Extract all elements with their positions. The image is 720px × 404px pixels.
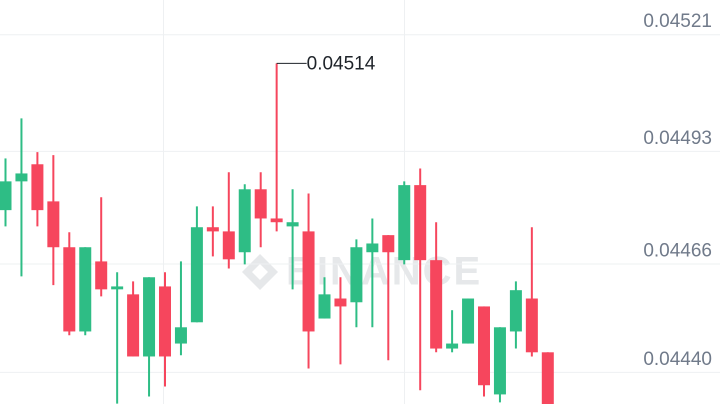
y-tick-label: 0.04521: [643, 11, 712, 32]
candle-body: [95, 261, 108, 290]
candle-body: [79, 247, 92, 332]
candle-body: [222, 231, 235, 260]
candle-body: [350, 247, 363, 303]
candle-body: [174, 327, 187, 344]
candle-body: [382, 235, 395, 253]
candle-body: [302, 231, 315, 332]
candle-body: [0, 181, 12, 211]
candle-body: [31, 164, 44, 211]
candle-body: [15, 173, 28, 182]
candle-body: [366, 243, 379, 253]
candle-body: [541, 352, 554, 404]
y-tick-label: 0.04440: [643, 349, 712, 370]
high-annotation: 0.04514: [307, 53, 376, 74]
labels: 0.04521 0.04493 0.04466 0.04440 0.04514: [276, 11, 712, 370]
candle-body: [206, 227, 219, 232]
candles: [0, 63, 554, 404]
candle-body: [430, 260, 443, 349]
candle-body: [47, 201, 60, 248]
candle-body: [111, 286, 124, 290]
watermark: BINANCE: [286, 250, 482, 294]
candle-body: [63, 247, 76, 332]
y-tick-label: 0.04466: [643, 241, 712, 262]
candle-body: [509, 290, 522, 332]
candle-body: [286, 222, 299, 227]
candle-body: [318, 294, 331, 319]
candle-body: [525, 298, 538, 353]
candle-body: [398, 185, 411, 261]
candle-body: [270, 218, 283, 223]
candle-body: [190, 227, 203, 323]
candle-body: [159, 286, 171, 357]
y-tick-label: 0.04493: [643, 128, 712, 149]
candle-body: [127, 294, 140, 357]
watermark-logo: [242, 254, 278, 290]
candle-body: [238, 189, 251, 253]
candle-body: [414, 185, 427, 261]
candle-body: [143, 277, 156, 357]
candle-body: [478, 306, 490, 386]
candle-body: [493, 327, 506, 395]
candle-body: [446, 343, 459, 349]
candle-body: [462, 298, 475, 344]
grid: [0, 34, 720, 373]
candle-body: [334, 298, 347, 307]
candle-body: [254, 189, 267, 219]
